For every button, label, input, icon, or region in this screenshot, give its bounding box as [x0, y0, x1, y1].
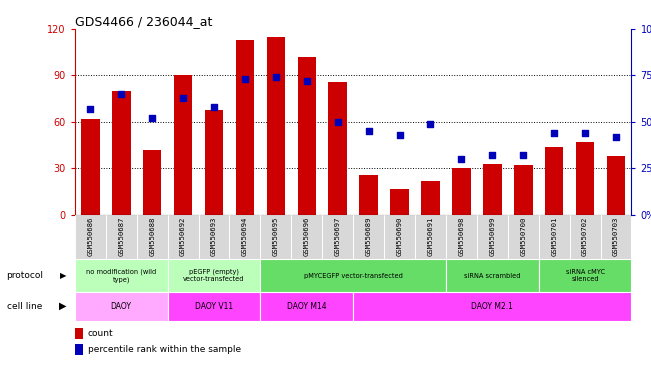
Point [580, 130, 590, 136]
Bar [415, 215, 446, 259]
Point [147, 115, 158, 121]
Text: count: count [88, 329, 113, 338]
Text: GSM550690: GSM550690 [396, 216, 402, 256]
Bar [539, 259, 631, 292]
Point [518, 152, 529, 159]
Point [425, 121, 436, 127]
Point [271, 74, 281, 80]
Text: DAOY: DAOY [111, 302, 132, 311]
Bar [384, 215, 415, 259]
Bar [199, 215, 230, 259]
Point [363, 128, 374, 134]
Point [611, 134, 621, 140]
Bar [75, 215, 105, 259]
Text: pEGFP (empty)
vector-transfected: pEGFP (empty) vector-transfected [184, 269, 245, 282]
Point [456, 156, 467, 162]
Bar [260, 259, 446, 292]
Bar [292, 215, 322, 259]
Text: DAOY V11: DAOY V11 [195, 302, 233, 311]
Bar [607, 156, 625, 215]
Text: GSM550702: GSM550702 [582, 216, 588, 256]
Text: no modification (wild
type): no modification (wild type) [86, 268, 156, 283]
Bar [452, 169, 471, 215]
Bar [236, 40, 254, 215]
Bar [483, 164, 501, 215]
Text: GSM550700: GSM550700 [520, 216, 526, 256]
Text: pMYCEGFP vector-transfected: pMYCEGFP vector-transfected [304, 273, 402, 278]
Text: GSM550695: GSM550695 [273, 216, 279, 256]
Bar [575, 142, 594, 215]
Bar [75, 292, 168, 321]
Bar [446, 215, 477, 259]
Bar [75, 259, 168, 292]
Point [487, 152, 497, 159]
Bar [174, 75, 193, 215]
Bar [81, 119, 100, 215]
Bar [508, 215, 539, 259]
Text: GSM550694: GSM550694 [242, 216, 248, 256]
Bar [421, 181, 440, 215]
Text: GSM550687: GSM550687 [118, 216, 124, 256]
Point [549, 130, 559, 136]
Text: GSM550693: GSM550693 [211, 216, 217, 256]
Text: GSM550703: GSM550703 [613, 216, 619, 256]
Bar [545, 147, 563, 215]
Point [85, 106, 96, 112]
Bar [570, 215, 600, 259]
Text: protocol: protocol [7, 271, 44, 280]
Bar [322, 215, 353, 259]
Bar [106, 215, 137, 259]
Text: GSM550688: GSM550688 [149, 216, 155, 256]
Bar [446, 259, 539, 292]
Bar [168, 215, 199, 259]
Bar [514, 166, 533, 215]
Text: GSM550691: GSM550691 [428, 216, 434, 256]
Bar [137, 215, 168, 259]
Bar [168, 259, 260, 292]
Bar [353, 215, 384, 259]
Bar [260, 292, 353, 321]
Text: GSM550697: GSM550697 [335, 216, 340, 256]
Point [395, 132, 405, 138]
Text: ▶: ▶ [60, 271, 66, 280]
Text: GSM550686: GSM550686 [87, 216, 93, 256]
Text: siRNA scrambled: siRNA scrambled [464, 273, 521, 278]
Bar [329, 81, 347, 215]
Bar [267, 36, 285, 215]
Text: siRNA cMYC
silenced: siRNA cMYC silenced [566, 269, 605, 282]
Bar [143, 150, 161, 215]
Point [240, 76, 250, 82]
Point [333, 119, 343, 125]
Bar [539, 215, 570, 259]
Bar [75, 328, 83, 339]
Text: GSM550696: GSM550696 [304, 216, 310, 256]
Text: ▶: ▶ [59, 301, 67, 311]
Point [301, 78, 312, 84]
Bar [298, 57, 316, 215]
Text: DAOY M2.1: DAOY M2.1 [471, 302, 513, 311]
Text: GSM550701: GSM550701 [551, 216, 557, 256]
Bar [359, 175, 378, 215]
Bar [260, 215, 292, 259]
Bar [75, 344, 83, 356]
Text: DAOY M14: DAOY M14 [287, 302, 327, 311]
Bar [353, 292, 631, 321]
Bar [112, 91, 130, 215]
Bar [168, 292, 260, 321]
Text: GSM550698: GSM550698 [458, 216, 464, 256]
Text: GSM550692: GSM550692 [180, 216, 186, 256]
Bar [477, 215, 508, 259]
Bar [391, 189, 409, 215]
Text: percentile rank within the sample: percentile rank within the sample [88, 346, 241, 354]
Text: GDS4466 / 236044_at: GDS4466 / 236044_at [75, 15, 212, 28]
Text: cell line: cell line [7, 302, 42, 311]
Point [178, 94, 188, 101]
Bar [600, 215, 631, 259]
Bar [205, 109, 223, 215]
Point [116, 91, 126, 97]
Text: GSM550699: GSM550699 [490, 216, 495, 256]
Bar [230, 215, 260, 259]
Text: GSM550689: GSM550689 [366, 216, 372, 256]
Point [209, 104, 219, 110]
